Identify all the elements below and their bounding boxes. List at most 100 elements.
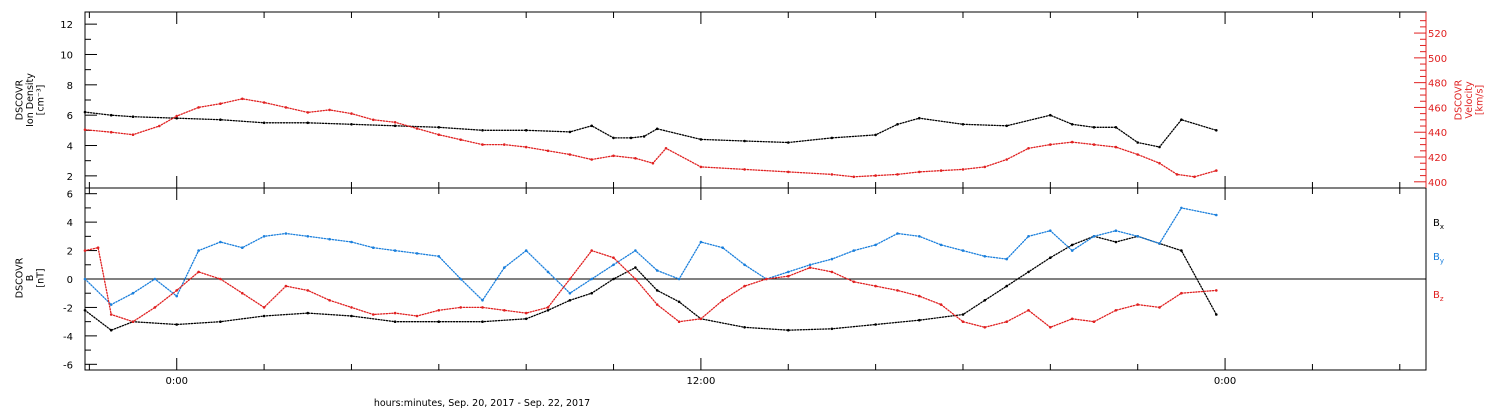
bottom-point (175, 294, 178, 298)
top-point (787, 170, 790, 174)
axis-labels: DSCOVR Ion Density [cm⁻³] DSCOVR Velocity [km… (15, 73, 1486, 298)
bottom-point (983, 254, 987, 258)
bot-ytick-label-6: 6 (67, 190, 73, 201)
bottom-point (918, 318, 921, 322)
bottom-point (437, 309, 441, 312)
top-point (306, 121, 310, 125)
bottom-point (918, 235, 921, 238)
bottom-point (109, 328, 113, 332)
top-point (109, 130, 113, 134)
top-point (481, 143, 484, 146)
top-point (1215, 169, 1218, 172)
bottom-left-ticks: -6 -4 -2 0 2 4 6 (63, 190, 97, 371)
top-point (437, 126, 441, 129)
top-point (918, 170, 921, 174)
top-point (787, 141, 790, 144)
bottom-point (415, 252, 419, 255)
bot-ytick-label-0: -6 (63, 360, 73, 371)
bottom-point (590, 291, 593, 295)
bottom-point (415, 314, 419, 318)
top-ylabel-right-line-0: DSCOVR (1454, 79, 1465, 120)
bottom-point (743, 326, 746, 329)
bottom-point (961, 249, 965, 252)
bottom-point (175, 289, 178, 292)
bottom-series-bx (83, 235, 1218, 332)
top-point (699, 138, 703, 141)
top-point (830, 136, 834, 140)
bottom-point (1136, 303, 1139, 306)
right-ytick-label-5: 500 (1428, 54, 1447, 65)
bottom-point (372, 313, 375, 316)
top-point (1114, 126, 1118, 129)
bottom-point (524, 249, 528, 252)
bottom-point (634, 249, 637, 252)
bottom-point (874, 323, 877, 326)
top-ytick-label-0: 2 (67, 172, 73, 183)
top-point (664, 147, 668, 150)
bottom-point (219, 320, 222, 324)
top-point (629, 136, 633, 140)
top-point (284, 106, 288, 109)
bottom-point (219, 240, 222, 244)
right-ytick-label-2: 440 (1428, 128, 1447, 139)
bottom-point (1005, 284, 1008, 288)
bottom-point (1158, 306, 1161, 309)
bottom-point (1136, 235, 1139, 238)
top-point (1005, 124, 1008, 128)
bot-ytick-label-1: -4 (63, 332, 73, 343)
top-point (158, 124, 161, 128)
top-point (1027, 147, 1030, 150)
right-ytick-label-1: 420 (1428, 153, 1447, 164)
bottom-point (677, 300, 681, 304)
top-point (1049, 113, 1052, 117)
top-point (568, 153, 572, 156)
bottom-point (634, 266, 637, 269)
top-right-axis: 400 420 440 460 480 500 520 (1414, 12, 1447, 189)
bottom-point (372, 246, 375, 249)
bottom-point (677, 277, 681, 281)
top-point (918, 116, 921, 120)
bottom-ylabel-line-0: DSCOVR (15, 257, 26, 298)
bottom-point (852, 280, 856, 284)
bottom-point (96, 246, 100, 249)
top-point (83, 110, 87, 114)
bottom-point (634, 277, 637, 281)
bottom-point (568, 277, 572, 281)
top-point (1049, 143, 1052, 146)
bottom-point (1027, 270, 1030, 274)
bot-ytick-label-5: 4 (67, 218, 73, 229)
bottom-point (1070, 317, 1074, 321)
bottom-point (328, 299, 331, 302)
bot-ytick-label-2: -2 (63, 303, 73, 314)
bottom-point (918, 294, 921, 298)
top-point (874, 174, 877, 177)
bottom-point (437, 320, 441, 324)
bottom-point (655, 269, 659, 272)
bottom-point (852, 249, 856, 252)
bottom-point (306, 235, 310, 238)
right-ytick-label-0: 400 (1428, 178, 1447, 189)
right-ytick-label-3: 460 (1428, 103, 1447, 114)
legend-by: By (1433, 252, 1444, 265)
bottom-point (590, 249, 593, 252)
bottom-point (1027, 235, 1030, 238)
bottom-point (306, 289, 310, 292)
top-point (328, 108, 331, 112)
top-ytick-label-3: 8 (67, 81, 73, 92)
legend-bz: Bz (1433, 290, 1444, 303)
top-ylabel-right: DSCOVR Velocity [km/s] (1454, 79, 1486, 120)
top-point (262, 101, 266, 104)
top-ytick-label-1: 4 (67, 142, 73, 153)
bottom-point (1049, 256, 1052, 260)
bottom-point (830, 327, 834, 331)
top-point (175, 114, 178, 118)
legend: Bx By Bz (1433, 218, 1444, 303)
bottom-point (1114, 240, 1118, 244)
bottom-point (546, 309, 550, 312)
bottom-point (568, 291, 572, 295)
top-point (241, 97, 244, 101)
top-point (1005, 158, 1008, 161)
bottom-point (874, 243, 877, 247)
top-ylabel-line-0: DSCOVR (15, 79, 26, 120)
